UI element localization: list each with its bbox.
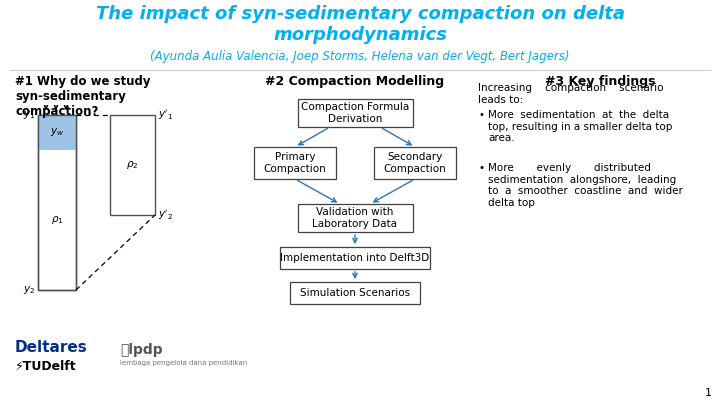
Text: Increasing    compaction    scenario
leads to:: Increasing compaction scenario leads to: xyxy=(478,83,664,104)
Bar xyxy=(297,204,413,232)
Text: Simulation Scenarios: Simulation Scenarios xyxy=(300,288,410,298)
Bar xyxy=(38,115,76,290)
Text: $\rho_1$: $\rho_1$ xyxy=(50,214,63,226)
Text: Implementation into Delft3D: Implementation into Delft3D xyxy=(280,253,430,263)
Text: More       evenly       distributed
sedimentation  alongshore,  leading
to  a  s: More evenly distributed sedimentation al… xyxy=(488,163,683,208)
Text: (Ayunda Aulia Valencia, Joep Storms, Helena van der Vegt, Bert Jagers): (Ayunda Aulia Valencia, Joep Storms, Hel… xyxy=(150,50,570,63)
Text: #1 Why do we study
syn-sedimentary
compaction?: #1 Why do we study syn-sedimentary compa… xyxy=(15,75,150,118)
Text: $y'_1$: $y'_1$ xyxy=(158,108,174,122)
Text: ⚡TUDelft: ⚡TUDelft xyxy=(15,360,76,373)
Text: Primary
Compaction: Primary Compaction xyxy=(264,152,326,174)
Text: #2 Compaction Modelling: #2 Compaction Modelling xyxy=(266,75,444,88)
Text: Compaction Formula
Derivation: Compaction Formula Derivation xyxy=(301,102,409,124)
Bar xyxy=(110,115,155,215)
Bar xyxy=(297,99,413,127)
Text: 🧡lpdp: 🧡lpdp xyxy=(120,343,163,357)
Bar xyxy=(254,147,336,179)
Text: More  sedimentation  at  the  delta
top, resulting in a smaller delta top
area.: More sedimentation at the delta top, res… xyxy=(488,110,672,143)
Text: lembaga pengelola dana pendidikan: lembaga pengelola dana pendidikan xyxy=(120,360,247,366)
Bar xyxy=(280,247,430,269)
Text: Secondary
Compaction: Secondary Compaction xyxy=(384,152,446,174)
Text: #3 Key findings: #3 Key findings xyxy=(545,75,655,88)
Bar xyxy=(38,115,76,150)
Text: $y'_2$: $y'_2$ xyxy=(158,208,173,222)
Bar xyxy=(38,115,76,290)
Text: $y_1$: $y_1$ xyxy=(22,109,35,121)
Text: $\rho_2$: $\rho_2$ xyxy=(126,159,139,171)
Text: The impact of syn-sedimentary compaction on delta: The impact of syn-sedimentary compaction… xyxy=(96,5,624,23)
Text: Validation with
Laboratory Data: Validation with Laboratory Data xyxy=(312,207,397,229)
Bar xyxy=(374,147,456,179)
Text: Deltares: Deltares xyxy=(15,340,88,355)
Text: •: • xyxy=(478,110,484,120)
Text: •: • xyxy=(478,163,484,173)
Bar xyxy=(290,282,420,304)
Text: $y_w$: $y_w$ xyxy=(50,126,64,139)
Text: $y_2$: $y_2$ xyxy=(23,284,35,296)
Text: morphodynamics: morphodynamics xyxy=(273,26,447,44)
Text: 1: 1 xyxy=(705,388,712,398)
